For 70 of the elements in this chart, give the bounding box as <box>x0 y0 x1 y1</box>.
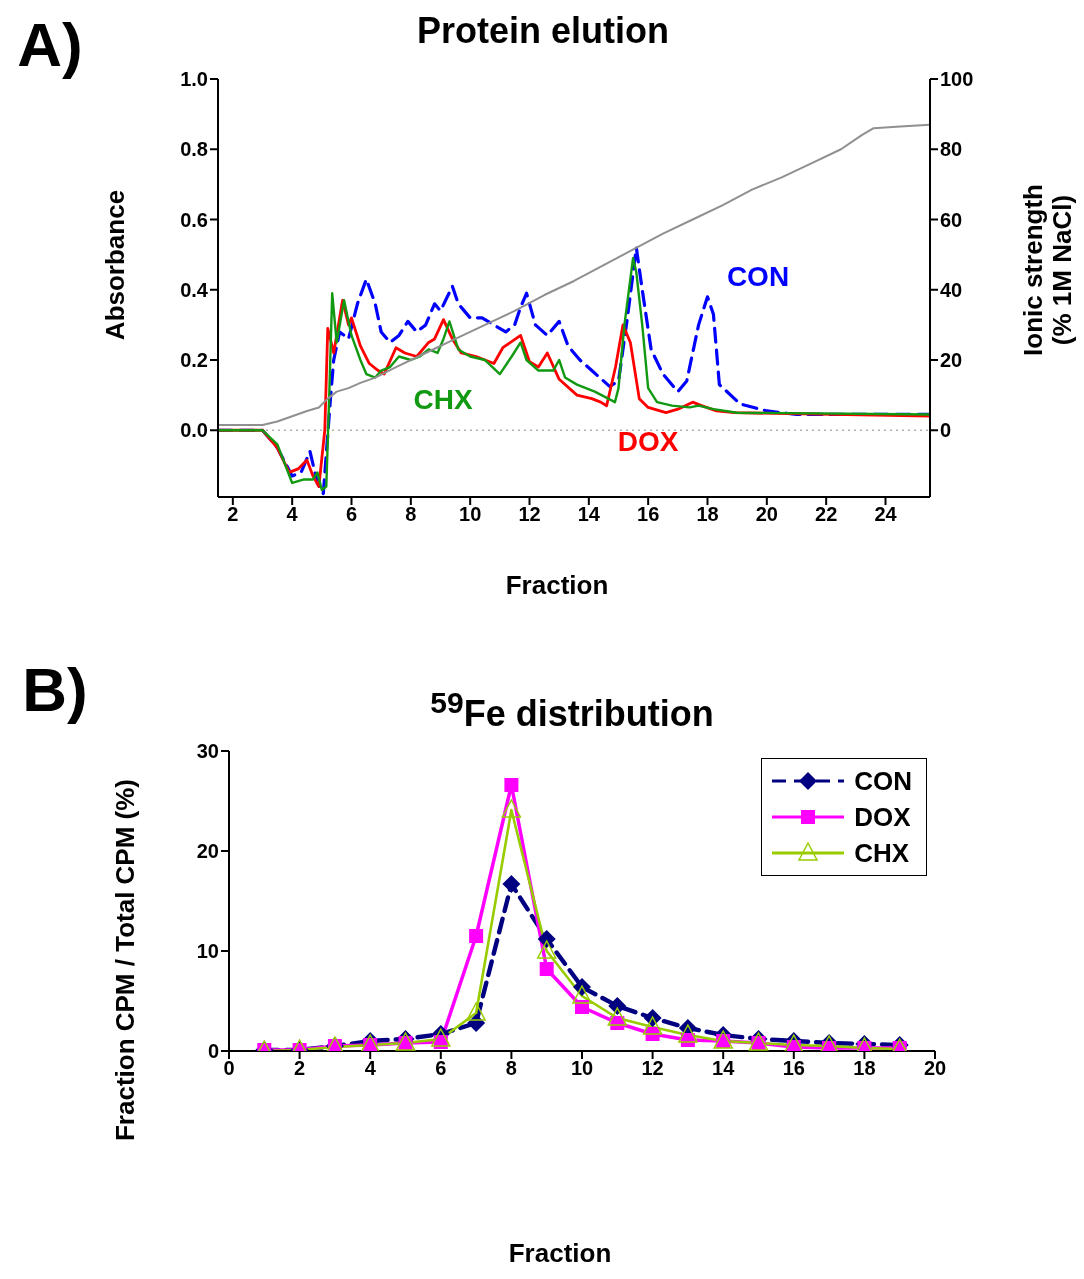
series-label: CHX <box>413 383 473 416</box>
x-tick-label: 10 <box>459 503 482 526</box>
y2-tick-label: 100 <box>940 68 974 91</box>
chart-title: Protein elution <box>417 10 669 52</box>
text: B) <box>22 654 88 725</box>
y-tick-label: 0.0 <box>180 419 208 442</box>
x-tick-label: 12 <box>518 503 541 526</box>
point <box>469 929 484 943</box>
y2-tick-label: 0 <box>940 419 952 442</box>
point <box>608 997 627 1015</box>
text: A) <box>17 9 83 80</box>
y-tick-label: 0.2 <box>180 349 208 372</box>
x-tick-label: 18 <box>696 503 719 526</box>
x-tick-label: 8 <box>405 503 417 526</box>
chart-title: $^{59}$Fe distribution <box>430 686 714 735</box>
x-tick-label: 6 <box>435 1057 447 1080</box>
x-tick-label: 20 <box>923 1057 947 1080</box>
x-tick-label: 20 <box>755 503 778 526</box>
x-tick-label: 4 <box>286 503 299 526</box>
point <box>501 799 522 818</box>
point <box>466 1002 486 1021</box>
y2-tick-label: 80 <box>940 138 963 161</box>
x-axis-title: Fraction <box>508 1237 612 1268</box>
y2-tick-label: 60 <box>940 208 963 231</box>
point <box>642 1016 663 1035</box>
point <box>713 1030 733 1049</box>
x-tick-label: 12 <box>641 1057 664 1080</box>
y-axis-title: Absorbance <box>99 189 130 341</box>
series-label: CON <box>726 260 790 293</box>
point <box>536 940 557 959</box>
x-tick-label: 4 <box>364 1057 377 1080</box>
point <box>431 1028 451 1047</box>
x-tick-label: 16 <box>637 503 660 526</box>
point <box>537 930 556 948</box>
x-tick-label: 14 <box>577 503 601 526</box>
y-tick-label: 0.4 <box>180 278 209 301</box>
x-tick-label: 18 <box>853 1057 876 1080</box>
x-tick-label: 6 <box>345 503 358 526</box>
point <box>607 1007 628 1026</box>
y-tick-label: 0.6 <box>180 208 208 231</box>
line-series <box>218 123 930 426</box>
x-axis-title: Fraction <box>505 569 609 600</box>
y-tick-label: 1.0 <box>180 68 208 91</box>
y2-tick-label: 20 <box>940 349 963 372</box>
x-tick-label: 14 <box>712 1057 736 1080</box>
point <box>502 875 521 893</box>
y-axis-title: Fraction CPM / Total CPM (%) <box>109 778 140 1142</box>
series-label: DOX <box>617 425 679 458</box>
x-tick-label: 8 <box>505 1057 517 1080</box>
x-tick-label: 2 <box>227 503 239 526</box>
x-tick-label: 22 <box>815 503 838 526</box>
y-tick-label: 0.8 <box>180 138 208 161</box>
point <box>504 778 519 792</box>
legend-label: DOX <box>854 801 911 833</box>
y-tick-label: 10 <box>196 940 219 963</box>
point <box>572 985 592 1004</box>
x-tick-label: 10 <box>570 1057 594 1080</box>
x-tick-label: 24 <box>874 503 898 526</box>
legend-label: CON <box>854 765 912 797</box>
x-tick-label: 0 <box>223 1057 235 1080</box>
point <box>678 1024 698 1043</box>
y2-axis-title: Ionic strength (% 1M NaCl) <box>1018 183 1077 358</box>
legend-label: CHX <box>854 837 910 869</box>
point <box>539 962 554 976</box>
y-tick-label: 30 <box>196 740 219 763</box>
x-tick-label: 2 <box>294 1057 306 1080</box>
y2-tick-label: 40 <box>940 278 963 301</box>
y-tick-label: 0 <box>207 1040 219 1063</box>
y-tick-label: 20 <box>196 840 219 863</box>
x-tick-label: 16 <box>782 1057 805 1080</box>
